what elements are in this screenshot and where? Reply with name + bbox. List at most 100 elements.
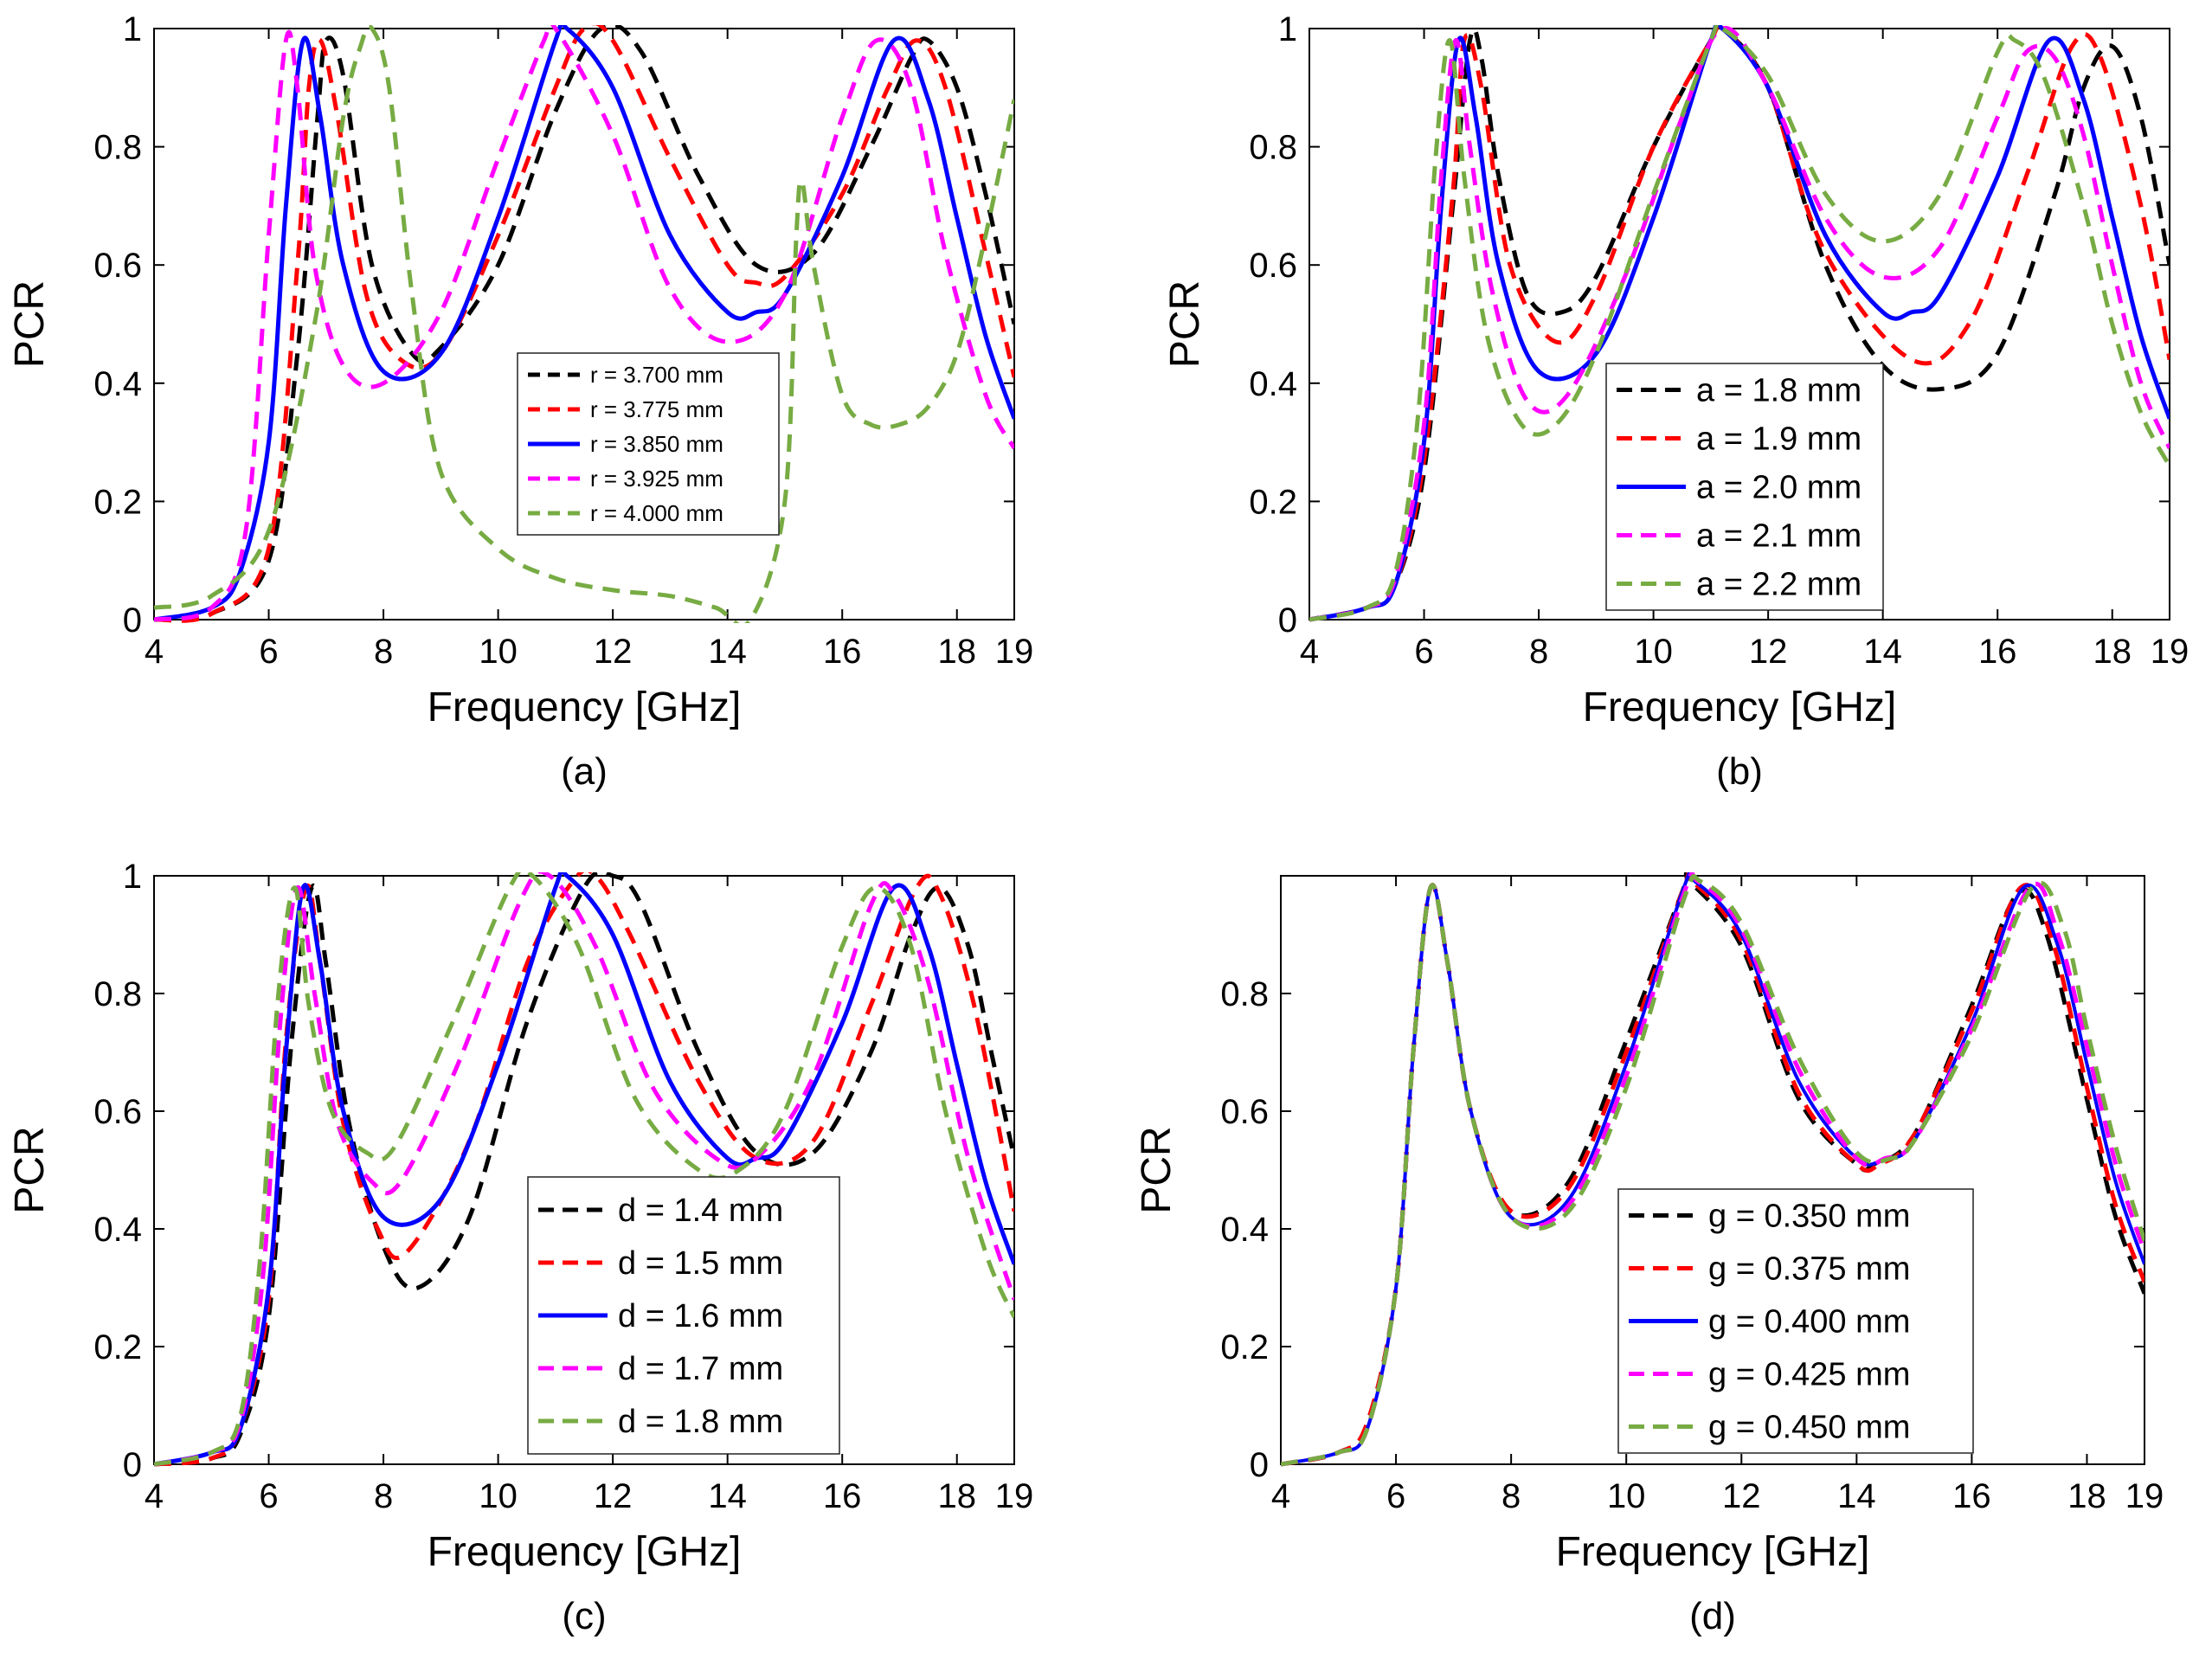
x-tick-label: 16 xyxy=(823,633,862,671)
y-tick-label: 0.6 xyxy=(1249,247,1297,285)
x-axis-label: Frequency [GHz] xyxy=(428,685,742,730)
y-tick-label: 0.2 xyxy=(1220,1328,1269,1366)
y-tick-label: 0.6 xyxy=(93,1093,142,1131)
chart-panel-4: 4 6 8 10 12 14 16 18 19 0 0.2 0.4 0.6 0.8 Frequency [G… xyxy=(1134,872,2164,1637)
series-line-4 xyxy=(154,25,1014,622)
series-line-5 xyxy=(154,872,1014,1467)
y-tick-label: 0.8 xyxy=(1249,129,1297,167)
x-tick-label: 10 xyxy=(479,1477,518,1515)
series-line-4 xyxy=(1309,26,2170,622)
y-tick-label: 0.6 xyxy=(1220,1093,1269,1131)
panel-caption: (b) xyxy=(1716,750,1763,793)
x-tick-label: 16 xyxy=(1952,1477,1991,1515)
x-tick-label: 18 xyxy=(2067,1477,2106,1515)
x-tick-label: 4 xyxy=(1300,633,1319,671)
legend-entry: d = 1.4 mm xyxy=(618,1193,783,1229)
series-line-3 xyxy=(154,872,1014,1467)
legend-entry: a = 2.1 mm xyxy=(1696,518,1862,555)
axes-box xyxy=(153,875,1015,1465)
series-line-2 xyxy=(154,872,1014,1467)
legend: d = 1.4 mm d = 1.5 mm d = 1.6 mm d = 1.7 mm… xyxy=(527,1176,840,1455)
chart-panel-3: 4 6 8 10 12 14 16 18 19 0 0.2 0.4 0.6 0.8 1 Frequency [… xyxy=(7,858,1033,1637)
x-tick-label: 4 xyxy=(145,1477,164,1515)
x-tick-label: 4 xyxy=(1271,1477,1290,1515)
legend-entry: r = 3.850 mm xyxy=(590,431,723,457)
legend-entry: r = 4.000 mm xyxy=(590,500,723,526)
x-tick-label: 14 xyxy=(708,633,747,671)
legend-entry: g = 0.375 mm xyxy=(1708,1251,1910,1288)
x-tick-label: 18 xyxy=(937,1477,976,1515)
y-tick-label: 0.4 xyxy=(93,1211,142,1249)
legend-entry: g = 0.450 mm xyxy=(1708,1410,1910,1446)
x-tick-label: 10 xyxy=(1634,633,1673,671)
x-tick-label: 8 xyxy=(374,1477,393,1515)
y-tick-label: 0.4 xyxy=(1249,365,1297,403)
y-tick-label: 1 xyxy=(123,858,142,896)
y-tick-label: 0 xyxy=(123,601,142,640)
x-tick-label: 18 xyxy=(937,633,976,671)
panel-caption: (a) xyxy=(561,750,608,793)
legend-entry: d = 1.7 mm xyxy=(618,1351,783,1387)
x-tick-label: 10 xyxy=(479,633,518,671)
y-axis-label: PCR xyxy=(7,280,53,368)
x-tick-label: 19 xyxy=(2151,633,2189,671)
x-tick-label: 8 xyxy=(1501,1477,1521,1515)
y-tick-label: 1 xyxy=(123,10,142,48)
axes-box xyxy=(1280,875,2145,1465)
x-tick-label: 6 xyxy=(259,1477,278,1515)
y-tick-label: 0.8 xyxy=(1220,975,1269,1013)
y-axis-label: PCR xyxy=(1162,280,1208,368)
legend: g = 0.350 mm g = 0.375 mm g = 0.400 mm g = … xyxy=(1617,1188,1974,1454)
legend-entry: a = 1.8 mm xyxy=(1696,373,1862,409)
x-tick-label: 19 xyxy=(995,633,1034,671)
panel-caption: (d) xyxy=(1689,1595,1736,1637)
series-group xyxy=(1281,872,2144,1467)
y-tick-label: 1 xyxy=(1278,10,1297,48)
y-tick-label: 0 xyxy=(123,1446,142,1484)
x-tick-label: 12 xyxy=(1749,633,1788,671)
series-line-3 xyxy=(154,25,1014,622)
series-line-5 xyxy=(1309,25,2170,622)
x-tick-label: 12 xyxy=(594,1477,633,1515)
x-tick-label: 16 xyxy=(823,1477,862,1515)
x-tick-label: 8 xyxy=(1529,633,1548,671)
legend-entry: g = 0.350 mm xyxy=(1708,1199,1910,1235)
legend-entry: a = 1.9 mm xyxy=(1696,421,1862,458)
x-tick-label: 6 xyxy=(259,633,278,671)
x-tick-label: 4 xyxy=(145,633,164,671)
series-line-4 xyxy=(154,872,1014,1467)
legend-entry: r = 3.775 mm xyxy=(590,396,723,422)
legend-entry: d = 1.5 mm xyxy=(618,1245,783,1282)
x-tick-label: 12 xyxy=(1722,1477,1761,1515)
x-tick-label: 14 xyxy=(708,1477,747,1515)
axes-box xyxy=(1309,28,2170,621)
legend-entry: r = 3.925 mm xyxy=(590,466,723,492)
x-axis-label: Frequency [GHz] xyxy=(1583,685,1897,730)
y-tick-label: 0.6 xyxy=(93,247,142,285)
y-tick-label: 0.2 xyxy=(1249,483,1297,521)
y-tick-label: 0.8 xyxy=(93,975,142,1013)
x-tick-label: 6 xyxy=(1414,633,1433,671)
series-line-5 xyxy=(154,25,1014,623)
x-tick-label: 14 xyxy=(1863,633,1902,671)
x-tick-label: 6 xyxy=(1386,1477,1405,1515)
y-axis-label: PCR xyxy=(7,1126,53,1213)
x-axis-label: Frequency [GHz] xyxy=(1556,1529,1870,1575)
series-group xyxy=(154,25,1014,623)
x-tick-label: 19 xyxy=(2125,1477,2164,1515)
legend-entry: d = 1.6 mm xyxy=(618,1298,783,1334)
x-tick-label: 19 xyxy=(995,1477,1034,1515)
x-tick-label: 8 xyxy=(374,633,393,671)
chart-panel-1: 4 6 8 10 12 14 16 18 19 0 0.2 0.4 0.6 0.8 1 Frequency [… xyxy=(7,10,1033,793)
x-tick-label: 14 xyxy=(1837,1477,1876,1515)
x-tick-label: 16 xyxy=(1978,633,2017,671)
series-group xyxy=(1309,25,2170,622)
legend-entry: g = 0.400 mm xyxy=(1708,1304,1910,1341)
legend: r = 3.700 mm r = 3.775 mm r = 3.850 mm r = … xyxy=(517,352,780,536)
legend-entry: r = 3.700 mm xyxy=(590,362,723,388)
y-axis-label: PCR xyxy=(1134,1126,1180,1213)
panel-caption: (c) xyxy=(562,1595,606,1637)
y-tick-label: 0.2 xyxy=(93,1328,142,1366)
chart-panel-2: 4 6 8 10 12 14 16 18 19 0 0.2 0.4 0.6 0.8 1 Frequency [… xyxy=(1162,10,2189,793)
